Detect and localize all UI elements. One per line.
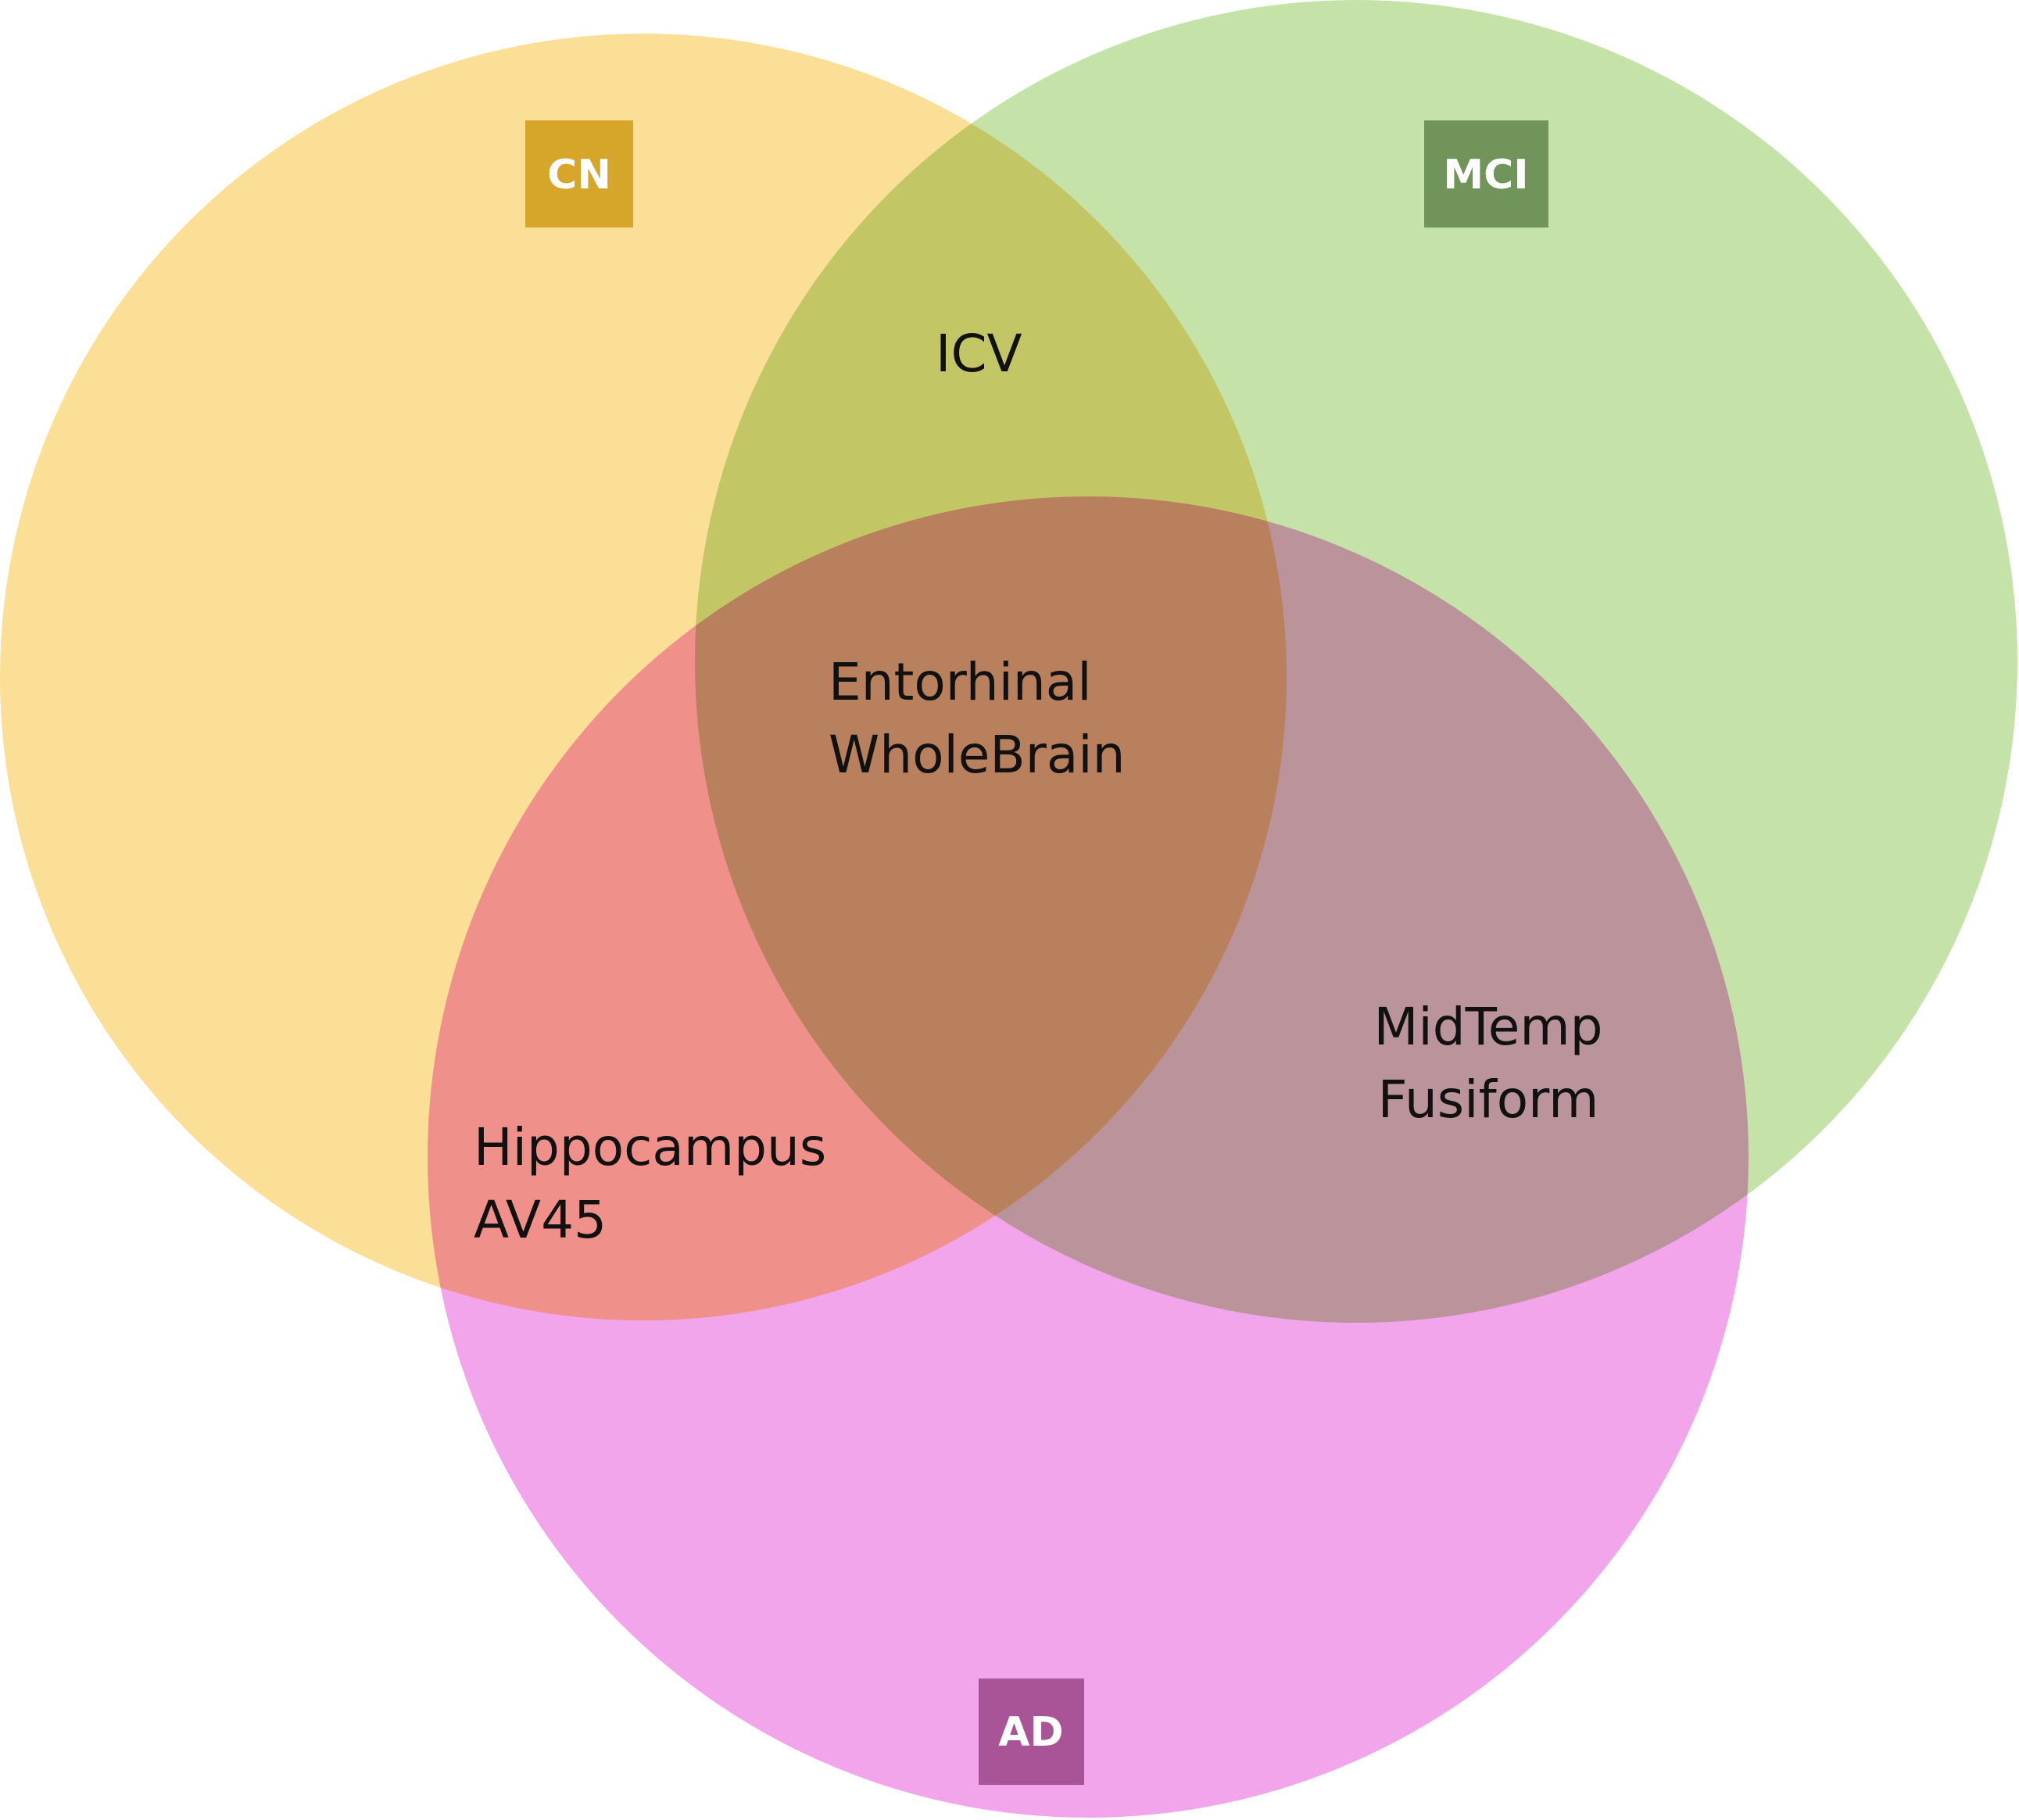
ad-circle <box>428 496 1749 1818</box>
region-cn-mci-ad-item: Entorhinal <box>829 652 1092 712</box>
cn-label-box: CN <box>525 120 633 228</box>
region-cn-mci-ad-item: WholeBrain <box>829 725 1125 785</box>
ad-label-box: AD <box>979 1678 1084 1785</box>
cn-label: CN <box>547 152 611 199</box>
mci-label: MCI <box>1443 152 1528 199</box>
mci-label-box: MCI <box>1424 120 1548 228</box>
region-cn-ad-item: AV45 <box>474 1190 607 1250</box>
ad-label: AD <box>998 1709 1063 1756</box>
region-cn-mci-item: ICV <box>936 324 1022 384</box>
region-mci-ad-item: Fusiform <box>1378 1069 1599 1130</box>
region-cn-ad-item: Hippocampus <box>474 1117 826 1177</box>
region-mci-ad-item: MidTemp <box>1373 997 1602 1057</box>
